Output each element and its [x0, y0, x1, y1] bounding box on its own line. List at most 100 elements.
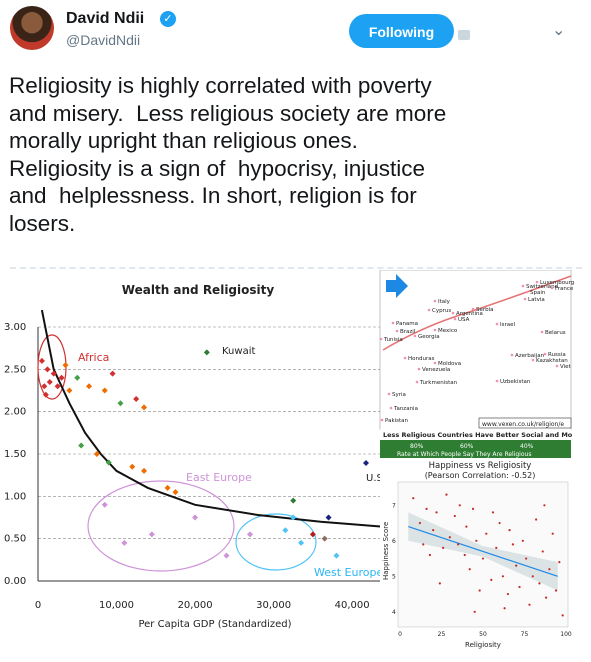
following-button[interactable]: Following — [349, 14, 454, 48]
happiness-point — [535, 518, 538, 521]
happiness-point — [438, 582, 441, 585]
data-point — [38, 357, 45, 364]
country-label: Argentina — [456, 311, 483, 317]
pct-80: 80% — [410, 443, 424, 450]
ranking-dot — [521, 284, 525, 288]
africa-ring — [37, 334, 67, 400]
happiness-point — [465, 525, 468, 528]
happiness-point — [506, 592, 509, 596]
country-label: Spain — [530, 290, 546, 296]
data-point — [101, 501, 108, 508]
data-point — [74, 374, 81, 381]
happiness-point — [463, 553, 466, 557]
x-tick-label: 0 — [35, 600, 41, 611]
wealth-religiosity-chart: Wealth and Religiosity 0.00 0.50 1.00 1.50 2… — [4, 283, 390, 630]
y-tick-labels: 0.00 0.50 1.00 1.50 2.00 2.50 3.00 — [4, 322, 26, 587]
display-name[interactable]: David Ndii — [66, 10, 145, 27]
country-label: France — [555, 286, 574, 292]
data-point — [133, 395, 140, 402]
country-label: USA — [458, 317, 470, 323]
happiness-point — [521, 539, 524, 542]
data-point — [141, 404, 148, 411]
happiness-point — [478, 589, 481, 592]
data-point — [141, 467, 148, 474]
data-point — [105, 459, 112, 466]
data-point — [66, 387, 73, 394]
y-tick-label: 0.00 — [4, 576, 26, 587]
happiness-point — [442, 546, 445, 549]
country-label: Azerbaijan — [515, 353, 545, 359]
data-point — [290, 514, 297, 521]
country-label: Brazil — [400, 329, 416, 335]
happiness-point — [543, 504, 546, 507]
happiness-point — [561, 614, 564, 617]
y-tick-label: 1.00 — [4, 491, 26, 502]
data-point — [78, 442, 85, 449]
country-label: Georgia — [418, 334, 440, 340]
ranking-dot — [495, 322, 499, 326]
avatar[interactable] — [10, 6, 54, 50]
happiness-point — [551, 532, 554, 535]
happiness-point — [548, 568, 551, 571]
country-label: Russia — [548, 352, 566, 358]
country-label: Viet — [560, 364, 572, 370]
happiness-trend-line — [408, 526, 558, 577]
country-label: Tunisia — [383, 337, 403, 343]
ranking-dot — [540, 330, 544, 334]
user-handle[interactable]: @DavidNdii — [66, 32, 141, 48]
happiness-x-tick: 0 — [398, 631, 402, 638]
source-url: www.vexen.co.uk/religion/e — [482, 421, 564, 428]
happiness-point — [501, 575, 505, 578]
ranking-dot — [379, 337, 383, 341]
happiness-y-tick: 5 — [392, 573, 396, 580]
data-point — [46, 379, 53, 386]
source-box — [478, 417, 572, 429]
happiness-point — [558, 561, 561, 564]
country-label: Israel — [500, 322, 516, 328]
happiness-point — [445, 493, 448, 496]
happiness-title: Happiness vs Religiosity — [429, 461, 532, 471]
ranking-background — [379, 270, 572, 431]
happiness-point — [471, 507, 475, 510]
ranking-dot — [391, 321, 395, 325]
happiness-point — [528, 603, 531, 606]
happiness-point — [418, 521, 422, 525]
ranking-dot — [525, 290, 529, 294]
kuwait-label: Kuwait — [222, 346, 255, 357]
country-label: Italy — [438, 299, 451, 305]
data-point — [164, 484, 171, 491]
happiness-point — [541, 550, 544, 553]
tweetdeck-icon[interactable] — [458, 30, 470, 40]
happiness-point — [515, 564, 518, 567]
ranking-dot — [433, 361, 437, 365]
data-point — [62, 362, 69, 369]
data-point — [86, 383, 93, 390]
tweet-media[interactable]: Wealth and Religiosity 0.00 0.50 1.00 1.50 2… — [0, 270, 591, 662]
ranking-dot — [451, 311, 455, 315]
west-europe-ring — [235, 513, 317, 571]
tweet-text: Religiosity is highly correlated with po… — [9, 73, 447, 236]
y-tick-label: 1.50 — [4, 449, 26, 460]
ranking-dot — [433, 328, 437, 332]
x-tick-label: 10,000 — [99, 600, 134, 611]
happiness-point — [531, 575, 534, 578]
happiness-point — [508, 529, 511, 532]
x-tick-label: 40,000 — [335, 600, 370, 611]
us-point — [363, 460, 369, 466]
ranking-headline: Less Religious Countries Have Better Soc… — [383, 431, 573, 439]
country-label: Latvia — [528, 297, 545, 303]
chevron-down-icon[interactable]: ⌄ — [552, 22, 566, 39]
country-label: Serbia — [476, 307, 494, 313]
ranking-dot — [453, 317, 457, 321]
happiness-x-tick: 50 — [479, 631, 487, 638]
ranking-dot — [417, 367, 421, 371]
data-point — [282, 527, 289, 534]
ranking-dot — [433, 299, 437, 303]
happiness-point — [544, 596, 548, 599]
x-axis-label: Per Capita GDP (Standardized) — [138, 619, 291, 630]
y-tick-label: 2.00 — [4, 407, 26, 418]
ranking-dot — [531, 358, 535, 362]
ranking-dot — [387, 392, 391, 396]
